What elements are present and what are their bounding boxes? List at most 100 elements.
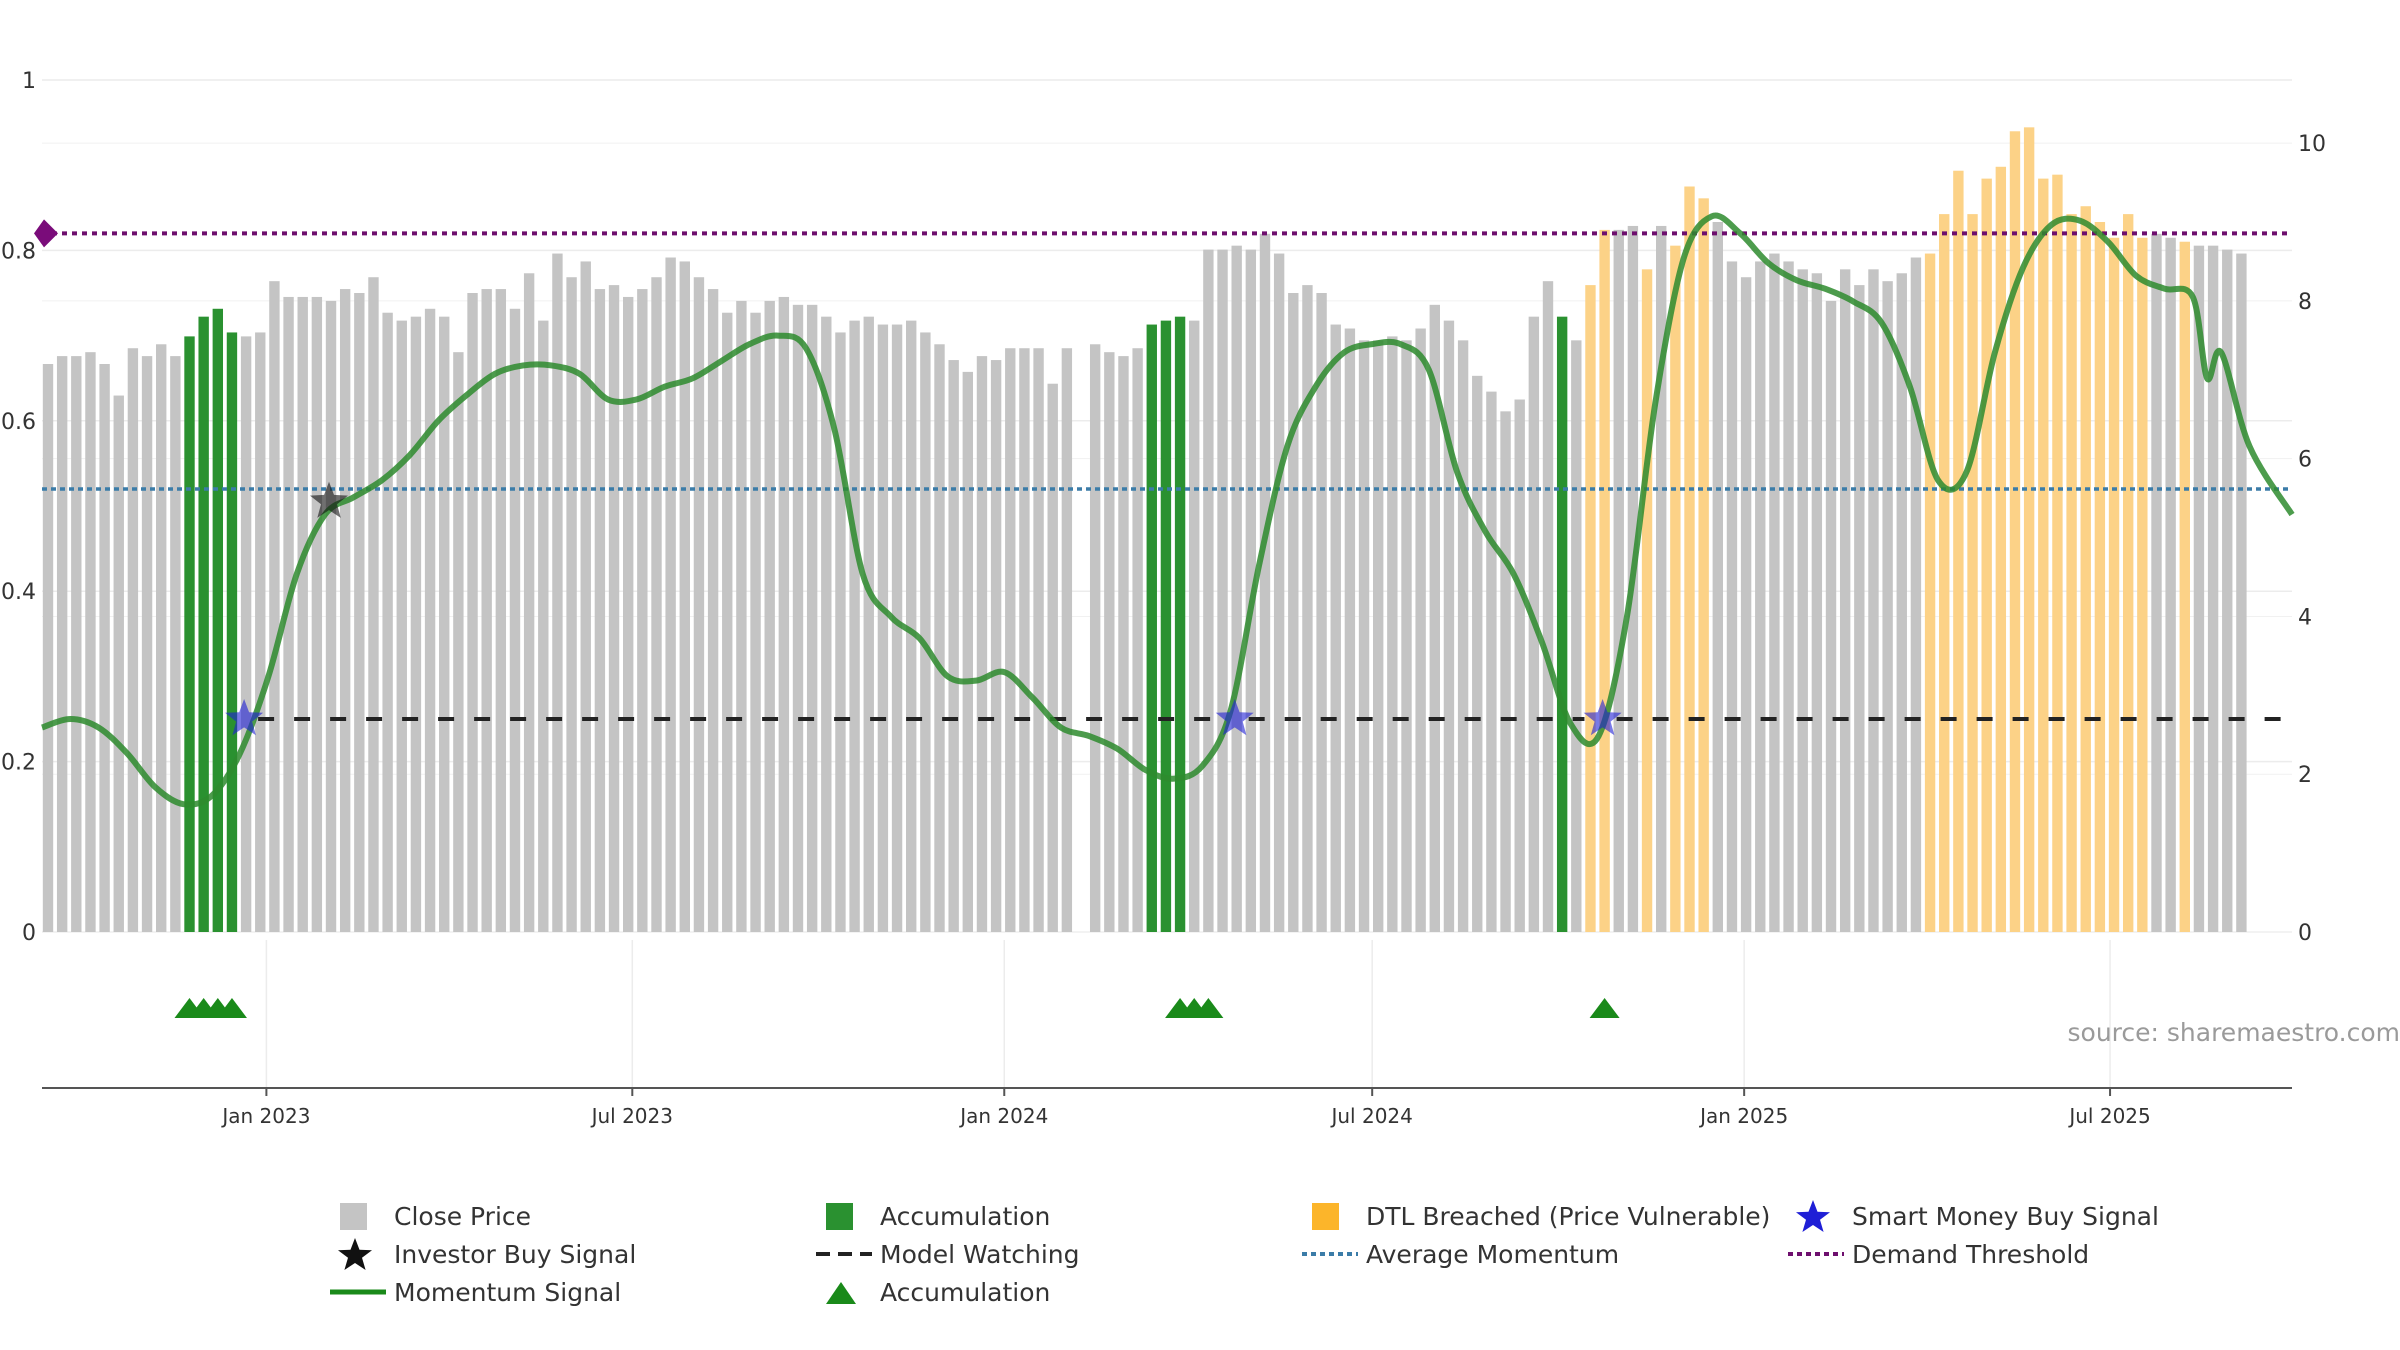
y-left-tick-label: 0.6 — [1, 410, 36, 435]
close-price-bar — [339, 289, 351, 932]
dtl-breached-bar — [1981, 178, 1992, 933]
close-price-bar — [1217, 249, 1228, 933]
dtl-breached-bar — [2080, 206, 2091, 932]
accumulation-marker-panel — [174, 998, 1620, 1018]
close-price-bar — [637, 289, 648, 932]
close-price-bar — [863, 316, 874, 933]
accumulation-triangle-icon — [1589, 998, 1620, 1018]
legend-item-average-momentum: Average Momentum — [1302, 1236, 1619, 1272]
close-price-bar — [1613, 229, 1624, 932]
close-price-bar — [1047, 383, 1058, 932]
close-price-bar — [849, 320, 860, 933]
close-price-bar — [368, 277, 379, 932]
close-price-bar — [1019, 348, 1030, 932]
close-price-bar — [1839, 269, 1851, 932]
dtl-breached-bar — [1939, 214, 1950, 933]
close-price-bar — [1755, 261, 1766, 932]
x-tick-label: Jan 2023 — [220, 1104, 310, 1128]
close-price-bar — [71, 356, 82, 933]
close-price-bar — [1486, 391, 1497, 933]
close-price-bar — [2207, 245, 2219, 932]
legend-item-dtl-breached: DTL Breached (Price Vulnerable) — [1302, 1198, 1770, 1234]
close-price-bar — [693, 277, 705, 932]
legend-label: Accumulation — [880, 1201, 1051, 1231]
close-price-bar — [1288, 293, 1299, 932]
legend-label: Smart Money Buy Signal — [1852, 1201, 2159, 1231]
accumulation-bar — [184, 336, 195, 932]
close-price-bar — [651, 277, 662, 932]
close-price-bar — [1387, 336, 1398, 932]
dtl-breached-bar — [2122, 214, 2134, 933]
accumulation-triangle-icon — [216, 998, 247, 1018]
close-price-bar — [382, 312, 393, 932]
legend-item-accumulation: Accumulation — [816, 1198, 1050, 1234]
accumulation-bar — [1556, 316, 1568, 933]
signal-markers — [225, 481, 1622, 736]
close-price-bar — [1797, 269, 1808, 932]
close-price-bar — [594, 289, 606, 932]
close-price-bar — [1358, 340, 1370, 932]
close-price-bar — [1571, 340, 1582, 932]
demand-threshold-marker — [34, 219, 58, 248]
dtl-breached-bar — [2052, 174, 2063, 932]
accumulation-triangle-icon — [1193, 998, 1224, 1018]
close-price-bar — [1302, 285, 1313, 933]
close-price-bar — [1273, 253, 1285, 933]
chart-legend: Close Price Accumulation DTL Breached (P… — [0, 1198, 2400, 1328]
close-price-bar — [722, 312, 733, 932]
close-price-bar — [906, 320, 917, 933]
close-price-bar — [736, 300, 747, 932]
dotted-line-icon — [1788, 1236, 1844, 1272]
close-price-bar — [1104, 352, 1115, 933]
dtl-breached-bar — [1953, 170, 1964, 932]
y-right-tick-label: 6 — [2298, 448, 2312, 473]
close-price-bar — [269, 281, 280, 933]
accumulation-bar — [1160, 320, 1172, 933]
close-price-bar — [1726, 261, 1738, 932]
close-price-bar — [2193, 245, 2205, 932]
dashed-line-icon — [816, 1236, 872, 1272]
close-price-bar — [297, 296, 308, 932]
orange-square-icon — [1302, 1198, 1358, 1234]
legend-label: DTL Breached (Price Vulnerable) — [1366, 1201, 1771, 1231]
y-right-tick-label: 10 — [2298, 132, 2326, 157]
close-price-bar — [396, 320, 407, 933]
close-price-bar — [509, 308, 521, 932]
close-price-bar — [424, 308, 436, 932]
close-price-bar — [467, 293, 478, 932]
x-tick-label: Jul 2025 — [2067, 1104, 2150, 1128]
y-left-tick-label: 0.4 — [1, 580, 36, 605]
close-price-bar — [665, 257, 676, 932]
close-price-bar — [948, 360, 959, 932]
close-price-bar — [439, 316, 450, 933]
close-price-bar — [679, 261, 690, 932]
close-price-bar — [2165, 237, 2176, 932]
close-price-bar — [552, 253, 563, 933]
close-price-bar — [920, 332, 931, 932]
close-price-bar — [1401, 340, 1412, 932]
close-price-bar — [1089, 344, 1101, 932]
close-price-bar — [99, 364, 110, 932]
close-price-bar — [1825, 300, 1837, 932]
close-price-bar — [1457, 340, 1469, 932]
legend-item-close-price: Close Price — [330, 1198, 531, 1234]
close-price-bar — [523, 273, 535, 932]
close-price-bar — [1033, 348, 1044, 932]
close-price-bar — [877, 324, 889, 932]
close-price-bar — [792, 304, 804, 932]
close-price-bar — [707, 289, 719, 932]
close-price-bar — [566, 277, 577, 932]
legend-label: Accumulation — [880, 1277, 1051, 1307]
accumulation-bar — [1174, 316, 1186, 933]
close-price-bar — [240, 336, 252, 932]
legend-item-demand-threshold: Demand Threshold — [1788, 1236, 2089, 1272]
dtl-breached-bar — [2179, 241, 2190, 932]
close-price-bar — [170, 356, 181, 933]
accumulation-bar — [1146, 324, 1157, 932]
close-price-bar — [283, 296, 294, 932]
green-square-icon — [816, 1198, 872, 1234]
investor-buy-star-icon — [310, 481, 348, 518]
close-price-bar — [1656, 225, 1667, 932]
black-star-icon — [330, 1236, 386, 1272]
